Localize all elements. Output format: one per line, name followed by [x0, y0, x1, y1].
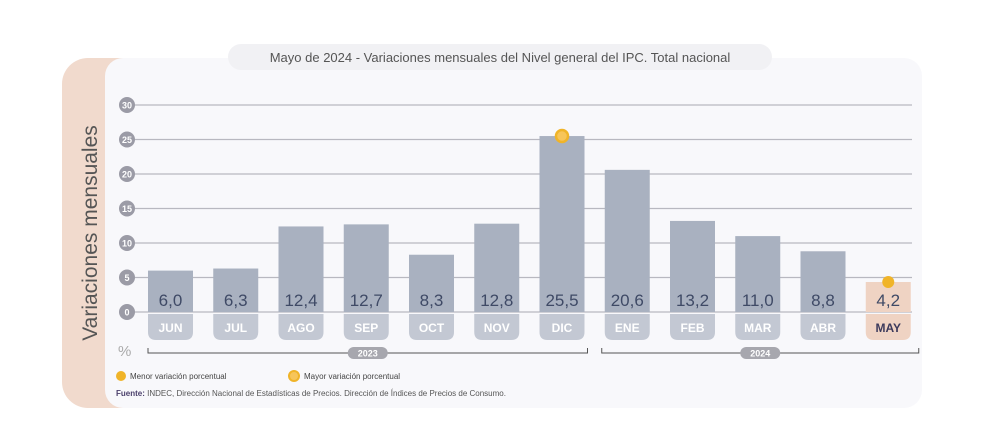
y-tick-badge [119, 200, 135, 217]
month-tab [148, 314, 193, 340]
bar-value-label: 4,2 [876, 291, 900, 310]
max-marker [554, 128, 570, 144]
x-tick-label: DIC [552, 321, 573, 335]
bar-nov[interactable] [474, 223, 520, 312]
x-tick-label: ENE [615, 321, 640, 335]
x-tick-label: ABR [810, 321, 836, 335]
year-label: 2024 [750, 349, 770, 359]
legend-max-swatch [288, 370, 300, 382]
x-tick-label: OCT [419, 321, 445, 335]
source-note: Fuente: INDEC, Dirección Nacional de Est… [116, 389, 506, 398]
bar-value-label: 6,3 [224, 291, 248, 310]
bar-abr[interactable] [800, 251, 846, 312]
bar-value-label: 8,8 [811, 291, 835, 310]
x-tick-label: AGO [287, 321, 314, 335]
x-tick-label: SEP [354, 321, 378, 335]
month-tab [409, 314, 454, 340]
y-tick-label: 5 [124, 273, 129, 283]
month-tab [735, 314, 781, 340]
y-tick-badge [119, 97, 135, 113]
y-tick-label: 0 [124, 308, 129, 318]
legend-min-swatch [116, 371, 126, 381]
x-tick-label: JUN [158, 321, 182, 335]
y-tick-label: 25 [122, 135, 132, 145]
y-tick-label: 20 [122, 170, 132, 180]
x-tick-label: JUL [224, 321, 247, 335]
y-tick-label: 10 [122, 239, 132, 249]
legend-max-label: Mayor variación porcentual [304, 372, 400, 381]
bar-ene[interactable] [604, 169, 650, 312]
month-tab [213, 314, 259, 340]
y-tick-label: 30 [122, 101, 132, 111]
bar-mar[interactable] [735, 236, 781, 312]
y-tick-badge [119, 131, 135, 148]
month-tab [278, 314, 324, 340]
bar-value-label: 13,2 [676, 291, 709, 310]
bar-ago[interactable] [278, 226, 324, 312]
x-tick-label: MAR [744, 321, 772, 335]
y-tick-badge [119, 269, 135, 286]
bar-value-label: 12,7 [350, 291, 383, 310]
bar-sep[interactable] [343, 224, 389, 312]
bar-feb[interactable] [670, 220, 715, 312]
title-pill [228, 44, 772, 70]
y-unit-label: % [118, 343, 131, 360]
year-label: 2023 [358, 349, 378, 359]
month-tab [865, 314, 911, 340]
month-tab [800, 314, 846, 340]
chart-title: Mayo de 2024 - Variaciones mensuales del… [270, 50, 731, 65]
y-tick-label: 15 [122, 204, 132, 214]
bar-value-label: 12,4 [284, 291, 317, 310]
bar-value-label: 25,5 [545, 291, 578, 310]
bar-value-label: 11,0 [742, 291, 774, 310]
year-badge [347, 347, 388, 359]
month-tab [604, 314, 650, 340]
y-axis-label: Variaciones mensuales [79, 125, 102, 341]
bar-oct[interactable] [409, 254, 454, 312]
month-tab [474, 314, 520, 340]
year-badge [740, 347, 781, 359]
min-marker [882, 276, 895, 288]
bar-value-label: 12,8 [480, 291, 513, 310]
month-tab [670, 314, 715, 340]
x-tick-label: FEB [681, 321, 705, 335]
bar-dic[interactable] [539, 136, 585, 312]
bar-jul[interactable] [213, 268, 259, 312]
legend-min-label: Menor variación porcentual [130, 372, 227, 381]
x-tick-label: MAY [875, 321, 901, 335]
bar-jun[interactable] [148, 270, 193, 312]
bar-value-label: 20,6 [611, 291, 644, 310]
month-tab [343, 314, 389, 340]
bar-value-label: 8,3 [420, 291, 444, 310]
x-tick-label: NOV [484, 321, 510, 335]
bar-value-label: 6,0 [159, 291, 183, 310]
month-tab [539, 314, 585, 340]
y-tick-badge [119, 235, 135, 251]
y-tick-badge [119, 166, 135, 182]
y-tick-badge [119, 304, 135, 320]
legend: Menor variación porcentual Mayor variaci… [116, 370, 400, 382]
